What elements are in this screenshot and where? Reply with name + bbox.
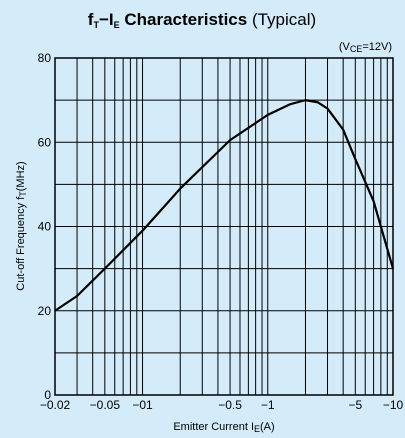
label-part: Cut-off Frequency f xyxy=(15,196,27,291)
title-part: (Typical) xyxy=(247,10,316,29)
x-tick-label: −01 xyxy=(132,398,153,412)
x-tick-label: −0.5 xyxy=(218,398,242,412)
label-part: E xyxy=(254,424,260,434)
annotation-part: CE xyxy=(350,44,363,54)
title-part: E xyxy=(114,20,120,30)
y-tick-label: 60 xyxy=(38,135,52,149)
label-part: (A) xyxy=(260,421,275,433)
y-axis-label: Cut-off Frequency fT(MHz) xyxy=(15,161,28,290)
label-part: (MHz) xyxy=(15,161,27,191)
title-part: −I xyxy=(99,10,114,29)
annotation: (VCE=12V) xyxy=(339,41,392,54)
title-part: T xyxy=(93,20,99,30)
y-tick-label: 20 xyxy=(38,304,52,318)
annotation-part: (V xyxy=(339,41,351,53)
x-tick-label: −0.05 xyxy=(90,398,121,412)
title-part: Characteristics xyxy=(120,10,248,29)
x-tick-label: −10 xyxy=(383,398,404,412)
label-part: Emitter Current I xyxy=(173,421,254,433)
title-part: f xyxy=(88,10,94,29)
y-tick-label: 0 xyxy=(44,388,51,402)
x-tick-label: −5 xyxy=(348,398,362,412)
curve xyxy=(54,99,395,312)
y-tick-label: 80 xyxy=(38,51,52,65)
x-tick-label: −1 xyxy=(261,398,275,412)
plot-frame xyxy=(54,57,394,396)
label-part: T xyxy=(18,191,28,197)
annotation-part: =12V) xyxy=(362,41,392,53)
chart-title: fT−IE Characteristics (Typical) xyxy=(88,10,316,30)
y-tick-label: 40 xyxy=(38,220,52,234)
x-axis-label: Emitter Current IE(A) xyxy=(173,421,274,434)
x-tick-label: −0.02 xyxy=(40,398,71,412)
